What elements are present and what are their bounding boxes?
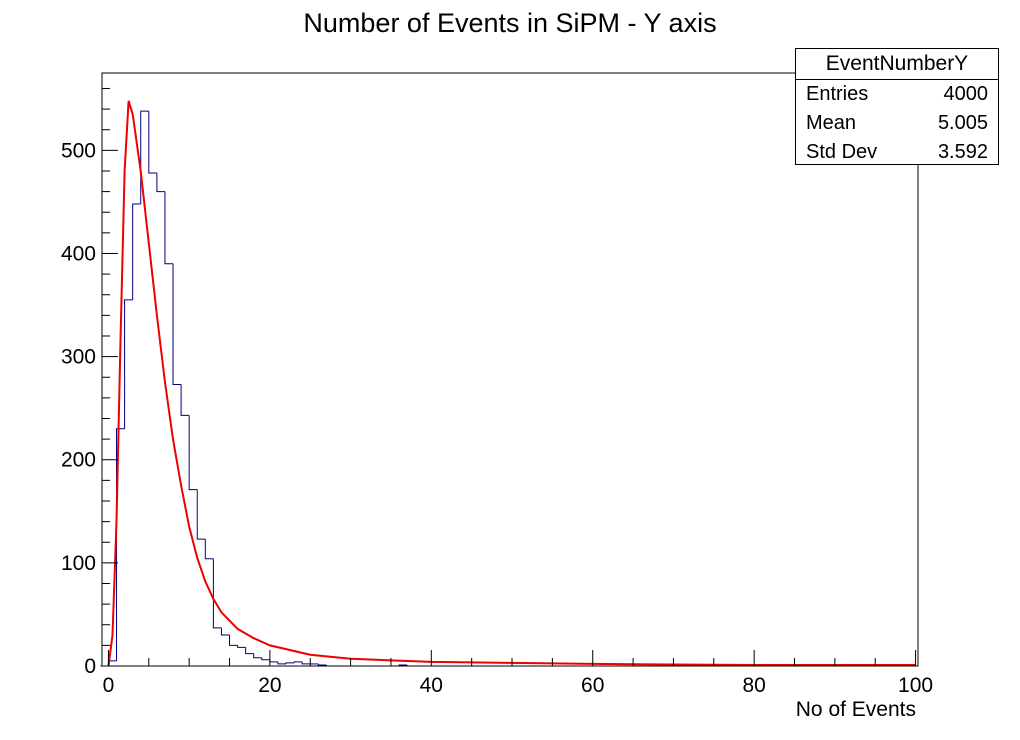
plot-frame bbox=[101, 72, 919, 667]
histogram-bin bbox=[229, 635, 238, 646]
histogram-bin bbox=[124, 299, 133, 429]
histogram-bin bbox=[269, 659, 278, 663]
fit-line bbox=[107, 100, 916, 667]
axes: 0 20 40 60 80 100 0 100 200 300 400 500 No of Events bbox=[61, 72, 933, 721]
histogram-series bbox=[100, 110, 440, 667]
histogram-bin bbox=[237, 645, 246, 648]
histogram-bin bbox=[188, 415, 198, 491]
histogram-bin bbox=[132, 203, 141, 300]
y-tick-label: 400 bbox=[61, 242, 96, 265]
histogram-bin bbox=[148, 111, 157, 174]
stats-row-mean: Mean 5.005 bbox=[796, 109, 998, 138]
y-tick-label: 0 bbox=[84, 655, 96, 678]
histogram-bin bbox=[116, 428, 125, 661]
y-tick-label: 200 bbox=[61, 449, 96, 472]
fit-series bbox=[107, 100, 916, 667]
stats-value: 3.592 bbox=[937, 141, 988, 163]
histogram-bin bbox=[261, 657, 270, 661]
histogram-bin bbox=[317, 663, 327, 666]
stats-label: Mean bbox=[806, 112, 857, 134]
stats-box-title: EventNumberY bbox=[796, 49, 998, 80]
histogram-bin bbox=[285, 662, 295, 664]
chart-title: Number of Events in SiPM - Y axis bbox=[303, 8, 717, 38]
stats-label: Entries bbox=[806, 83, 869, 105]
y-tick-label: 300 bbox=[61, 346, 96, 369]
stats-label: Std Dev bbox=[806, 141, 878, 163]
histogram-bin bbox=[301, 661, 311, 665]
stats-row-entries: Entries 4000 bbox=[796, 80, 998, 109]
histogram-bin bbox=[164, 191, 174, 265]
x-tick-label: 80 bbox=[742, 674, 765, 697]
histogram-bin bbox=[180, 384, 190, 416]
histogram-bin bbox=[204, 539, 214, 560]
stats-value: 5.005 bbox=[937, 112, 988, 134]
histogram-bin bbox=[212, 558, 222, 629]
x-tick-label: 40 bbox=[420, 674, 443, 697]
stats-box: EventNumberY Entries 4000 Mean 5.005 Std… bbox=[795, 48, 999, 165]
stats-value: 4000 bbox=[943, 83, 989, 105]
histogram-bin bbox=[253, 653, 262, 659]
histogram-bin bbox=[277, 661, 287, 665]
histogram-bin bbox=[196, 489, 206, 540]
y-tick-label: 100 bbox=[61, 552, 96, 575]
x-tick-label: 100 bbox=[898, 674, 933, 697]
x-tick-label: 20 bbox=[258, 674, 281, 697]
histogram-bin bbox=[245, 647, 254, 655]
histogram-bin bbox=[293, 661, 303, 663]
x-tick-label: 60 bbox=[581, 674, 604, 697]
x-tick-label: 0 bbox=[103, 674, 115, 697]
y-tick-label: 500 bbox=[61, 139, 96, 162]
histogram-bin bbox=[156, 173, 165, 193]
histogram-bin bbox=[172, 263, 182, 385]
x-axis-label: No of Events bbox=[796, 698, 916, 721]
stats-row-stddev: Std Dev 3.592 bbox=[796, 138, 998, 167]
histogram-bin bbox=[220, 627, 230, 636]
